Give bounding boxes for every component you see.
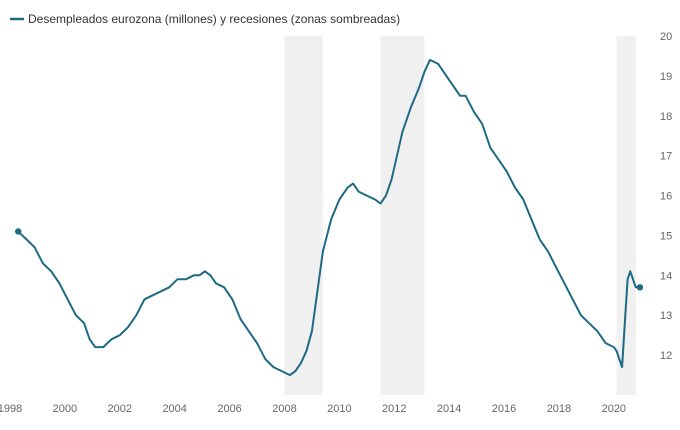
y-tick-label: 15 (660, 230, 672, 242)
x-tick-label: 2000 (53, 403, 77, 415)
y-tick-label: 16 (660, 191, 672, 203)
series-line-1 (17, 58, 641, 377)
x-tick-label: 2006 (217, 403, 241, 415)
y-tick-label: 13 (660, 310, 672, 322)
y-axis-ticks: 12 13 14 15 16 17 18 19 20 (660, 31, 672, 362)
x-tick-label: 2002 (108, 403, 132, 415)
y-tick-label: 20 (660, 31, 672, 43)
recession-band-1 (284, 36, 323, 395)
x-tick-label: 2012 (382, 403, 406, 415)
x-tick-label: 2008 (272, 403, 296, 415)
y-tick-label: 19 (660, 71, 672, 83)
x-tick-label: 2018 (547, 403, 571, 415)
y-tick-label: 12 (660, 350, 672, 362)
y-tick-label: 17 (660, 151, 672, 163)
y-tick-label: 18 (660, 111, 672, 123)
x-tick-label: 1998 (0, 403, 22, 415)
series-start-point (15, 228, 22, 235)
legend-label: Desempleados eurozona (millones) y reces… (28, 12, 400, 26)
x-tick-label: 2020 (602, 403, 626, 415)
x-tick-label: 2014 (437, 403, 461, 415)
recession-shading-layer (284, 36, 636, 395)
y-tick-label: 14 (660, 270, 672, 282)
x-tick-label: 2010 (327, 403, 351, 415)
legend: Desempleados eurozona (millones) y reces… (10, 12, 400, 26)
x-axis-ticks: 1998 2000 2002 2004 2006 2008 2010 2012 2014 2016… (0, 403, 626, 415)
series-line-layer (15, 58, 644, 377)
x-tick-label: 2004 (162, 403, 186, 415)
x-tick-label: 2016 (492, 403, 516, 415)
recession-band-2 (380, 36, 425, 395)
recession-band-3 (616, 36, 636, 395)
series-end-point (636, 284, 644, 291)
